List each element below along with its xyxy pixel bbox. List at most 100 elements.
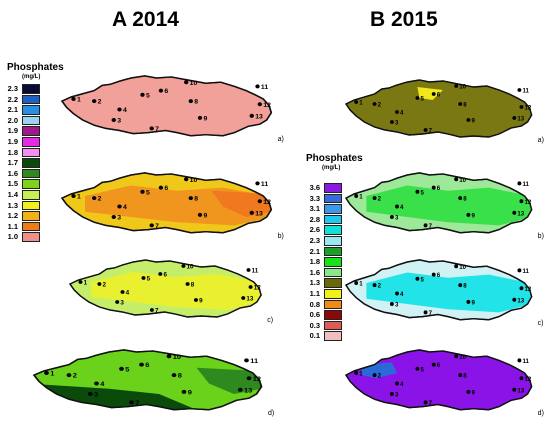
station-marker	[517, 88, 522, 92]
station-label: 7	[429, 129, 433, 135]
station-label: 4	[123, 107, 127, 114]
legend-row: 2.6	[306, 225, 346, 236]
station-label: 1	[50, 371, 54, 377]
station-label: 11	[522, 358, 529, 365]
station-label: 7	[429, 310, 433, 317]
station-marker	[458, 283, 463, 288]
legend-label: 2.0	[7, 115, 18, 125]
station-label: 9	[471, 299, 475, 306]
station-label: 2	[98, 99, 102, 106]
legend-label: 1.5	[7, 179, 18, 189]
station-label: 6	[164, 88, 168, 95]
concentration-zone	[211, 190, 272, 217]
map-tag: a)	[538, 137, 544, 144]
station-label: 7	[155, 223, 159, 230]
station-marker	[395, 291, 399, 296]
station-label: 3	[395, 302, 399, 309]
station-marker	[466, 389, 471, 394]
legend-2014-title: Phosphates	[7, 62, 64, 73]
station-marker	[92, 99, 97, 104]
station-marker	[184, 80, 189, 85]
station-label: 10	[173, 354, 181, 360]
station-marker	[87, 392, 93, 396]
station-label: 10	[459, 177, 466, 184]
station-label: 11	[252, 268, 259, 275]
station-label: 11	[522, 268, 529, 275]
station-label: 13	[517, 210, 524, 217]
station-marker	[197, 115, 203, 120]
station-marker	[423, 223, 428, 228]
station-marker	[120, 290, 125, 294]
legend-row: 1.6	[4, 168, 44, 180]
legend-row: 1.9	[4, 136, 44, 148]
station-label: 10	[459, 85, 466, 91]
station-marker	[139, 362, 144, 367]
station-marker	[372, 373, 377, 378]
legend-swatch	[324, 267, 342, 278]
legend-row: 3.3	[306, 193, 346, 205]
panel-title-2015: B 2015	[370, 8, 438, 31]
legend-row: 1.7	[4, 158, 44, 169]
station-label: 5	[146, 93, 150, 100]
station-label: 12	[263, 199, 271, 206]
station-label: 5	[146, 190, 150, 197]
station-label: 4	[123, 204, 127, 211]
station-marker	[249, 210, 254, 215]
station-marker	[184, 177, 189, 182]
legend-swatch	[22, 168, 40, 179]
station-label: 10	[190, 177, 198, 184]
station-label: 3	[94, 392, 98, 398]
station-label: 13	[255, 114, 263, 121]
station-label: 5	[147, 276, 151, 283]
station-label: 5	[125, 367, 129, 373]
station-label: 4	[100, 382, 104, 388]
legend-row: 2.0	[4, 115, 44, 127]
panel-title-2014: A 2014	[112, 8, 179, 31]
legend-row: 1.4	[4, 189, 44, 201]
station-label: 9	[199, 298, 203, 305]
legend-label: 3.3	[309, 193, 320, 203]
legend-row: 3.1	[306, 204, 346, 215]
lake-shape	[345, 349, 533, 411]
station-label: 11	[522, 89, 529, 95]
station-marker	[454, 354, 459, 359]
station-marker	[244, 358, 249, 363]
station-label: 6	[163, 272, 167, 279]
station-marker	[354, 194, 359, 198]
legend-label: 0.1	[309, 331, 320, 341]
legend-row: 1.1	[4, 221, 44, 233]
legend-label: 2.6	[309, 225, 320, 235]
station-marker	[255, 181, 260, 186]
station-marker	[431, 272, 436, 277]
station-marker	[454, 264, 459, 269]
station-marker	[458, 196, 463, 201]
legend-row: 2.3	[4, 84, 44, 95]
station-label: 8	[194, 196, 198, 203]
station-label: 2	[378, 196, 382, 203]
legend-label: 1.9	[7, 126, 18, 136]
station-label: 9	[471, 212, 475, 219]
station-marker	[94, 381, 99, 386]
legend-swatch	[324, 204, 342, 214]
legend-label: 1.3	[7, 200, 18, 210]
station-label: 1	[84, 280, 88, 287]
station-label: 5	[420, 97, 424, 103]
station-label: 11	[261, 181, 269, 188]
station-marker	[141, 276, 146, 280]
map-tag: a)	[278, 136, 284, 143]
legend-label: 0.8	[309, 299, 320, 309]
station-marker	[185, 282, 190, 286]
station-label: 9	[471, 119, 475, 125]
concentration-zone	[196, 367, 262, 394]
station-marker	[44, 371, 49, 375]
station-marker	[466, 118, 471, 122]
station-label: 2	[378, 373, 382, 380]
station-label: 13	[517, 117, 524, 123]
legend-label: 1.6	[7, 168, 18, 178]
legend-label: 3.6	[309, 183, 320, 192]
legend-row: 2.1	[306, 246, 346, 258]
station-marker	[354, 371, 359, 375]
legend-row: 2.2	[4, 94, 44, 106]
